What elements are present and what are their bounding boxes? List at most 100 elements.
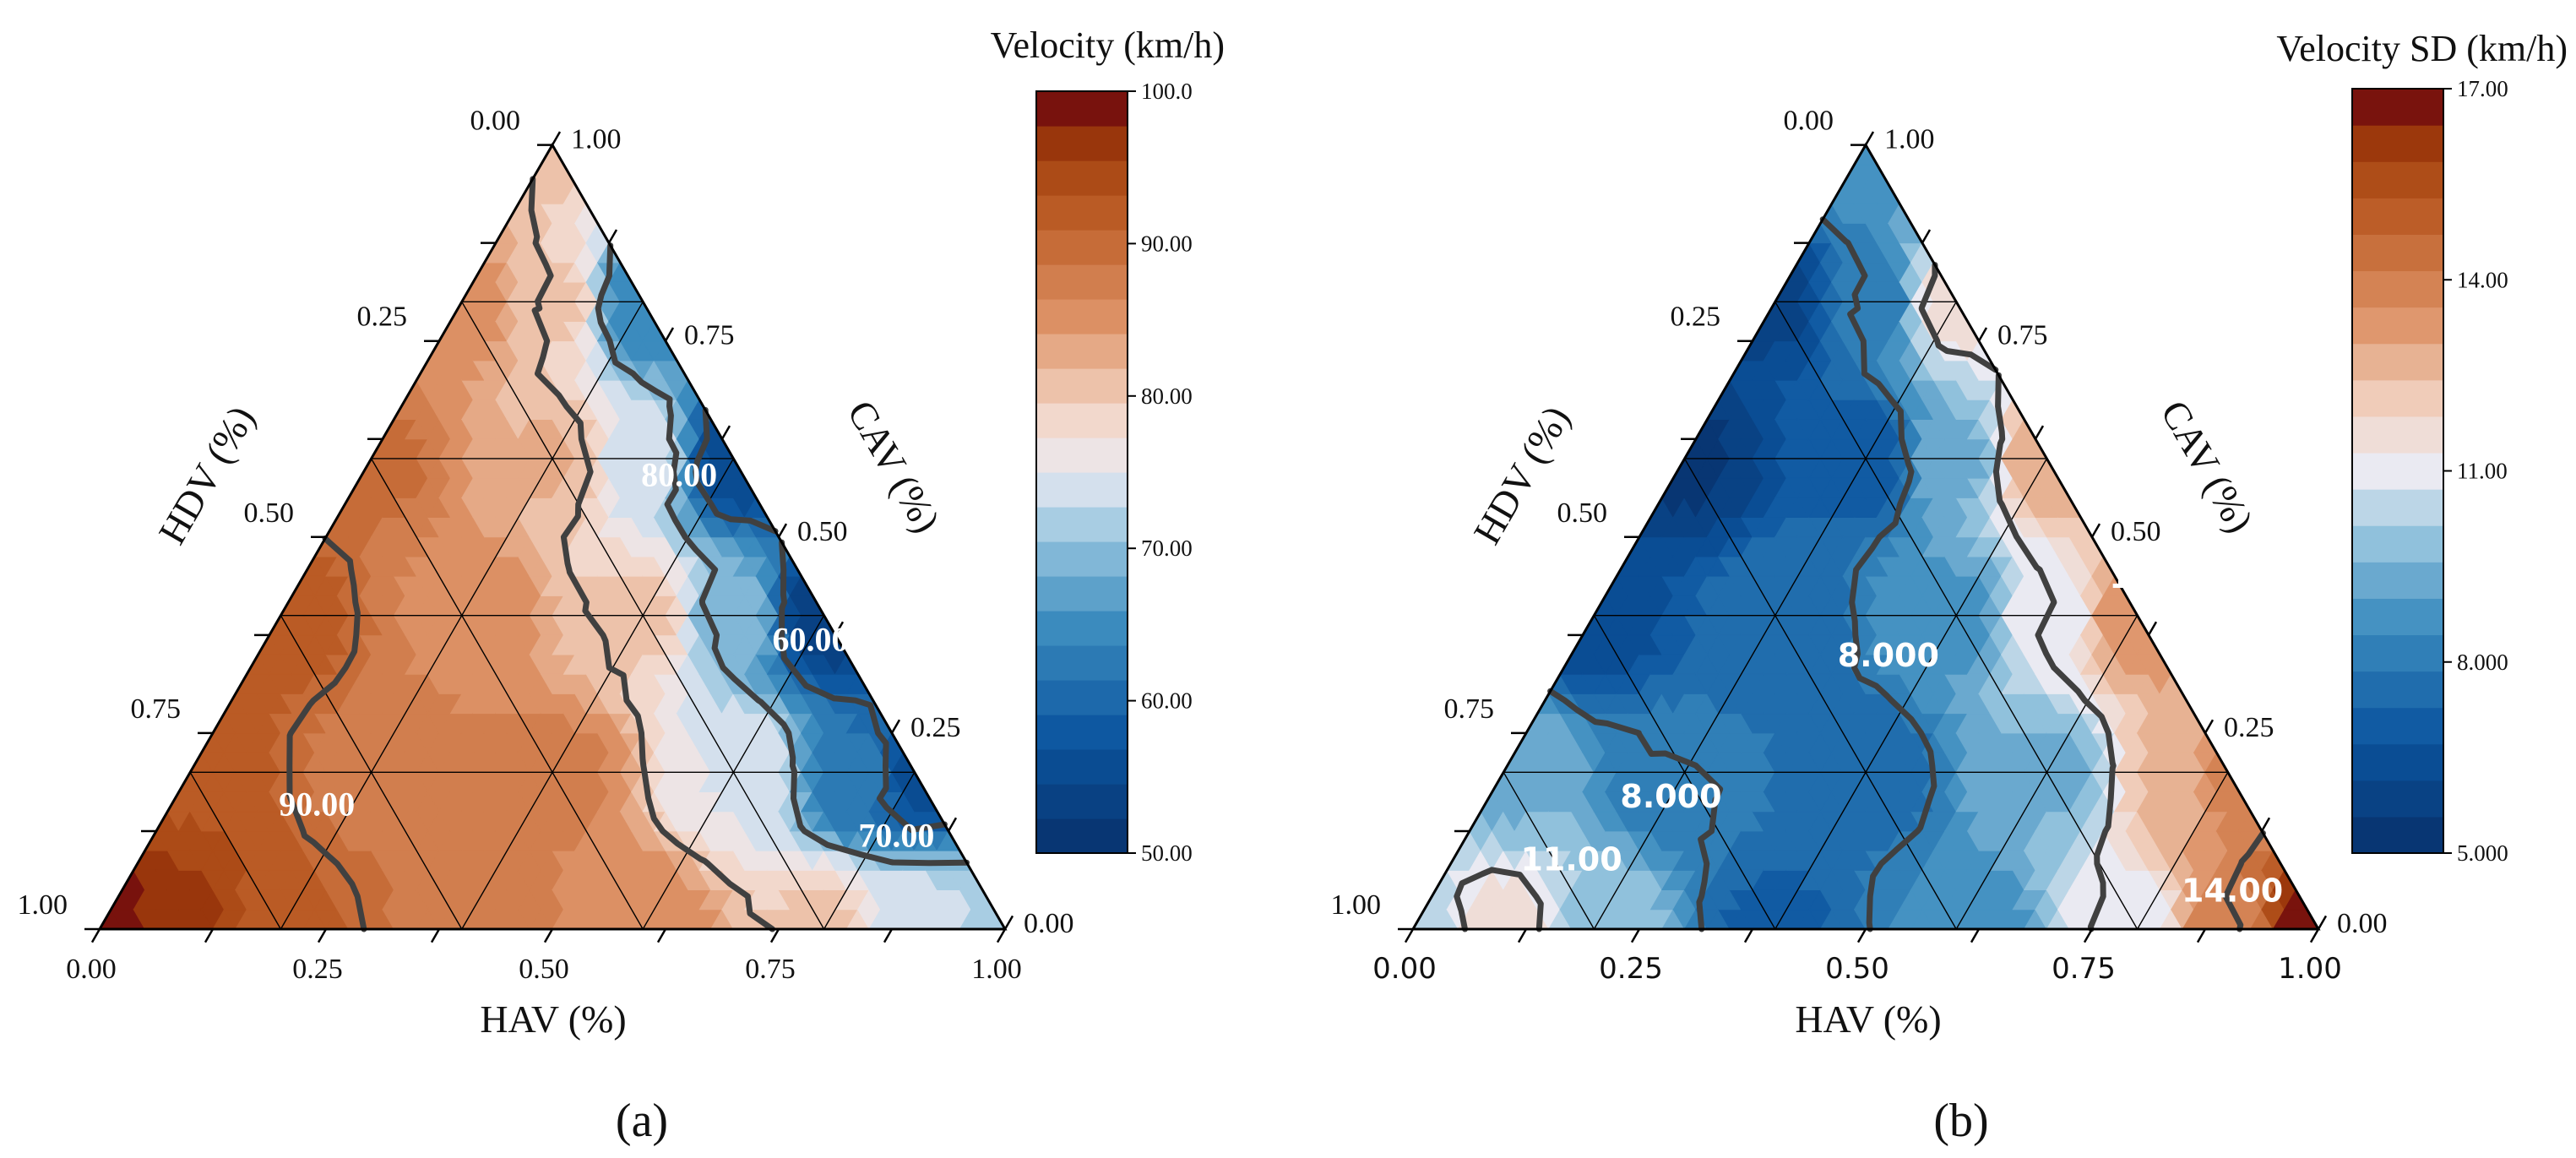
cav-tick [1864, 131, 1875, 146]
contour-line-14 [2222, 829, 2266, 932]
cav-tick-label: 0.50 [2111, 516, 2161, 547]
hav-axis-label-b: HAV (%) [1795, 998, 1941, 1041]
hav-tick-label: 0.00 [66, 954, 117, 985]
hav-tick [1404, 928, 1415, 943]
cav-tick [947, 817, 958, 832]
cav-tick [1003, 915, 1014, 930]
colorbar-segment [1036, 507, 1128, 542]
colorbar-segment [2352, 234, 2443, 272]
hav-tick [1856, 928, 1867, 943]
colorbar-segment [1036, 541, 1128, 577]
hav-tick [90, 928, 101, 943]
colorbar-segment [2352, 307, 2443, 345]
contour-line-11 [1454, 262, 2117, 932]
cav-tick [890, 719, 901, 734]
colorbar-segment [2352, 379, 2443, 417]
hav-tick-label: 0.25 [292, 954, 343, 985]
colorbar-tick-label: 90.00 [1141, 231, 1193, 256]
colorbar-segment [1036, 264, 1128, 300]
hav-tick [2309, 928, 2320, 943]
hav-tick [317, 928, 328, 943]
cav-tick-label: 0.25 [2224, 712, 2274, 743]
hav-tick [430, 928, 441, 943]
cav-tick [720, 425, 731, 440]
hdv-tick-label: 0.50 [244, 497, 295, 529]
colorbar-segment [1036, 680, 1128, 715]
contour-line-80 [528, 176, 775, 932]
colorbar-tick-label: 14.00 [2457, 267, 2508, 292]
cav-tick-label: 0.00 [2337, 908, 2388, 939]
hdv-tick-label: 0.00 [1784, 106, 1834, 137]
panel-caption-a: (a) [616, 1095, 668, 1147]
colorbar-segment [1036, 160, 1128, 196]
colorbar-segment [2352, 416, 2443, 454]
colorbar-tick-label: 8.000 [2457, 650, 2508, 675]
hav-tick-label: 0.50 [1825, 952, 1889, 986]
hav-tick [543, 928, 554, 943]
colorbar-segment [1036, 611, 1128, 646]
colorbar-segment [1036, 438, 1128, 473]
contour-label: 8.000 [1838, 637, 1939, 674]
contour-label: 11.00 [2109, 558, 2210, 595]
cav-tick [2090, 523, 2101, 538]
colorbar-tick-label: 70.00 [1141, 536, 1193, 561]
contour-line-70 [595, 242, 970, 867]
hdv-tick-label: 0.75 [131, 693, 182, 725]
colorbar-segment [1036, 715, 1128, 750]
hav-tick [204, 928, 215, 943]
contour-label: 60.00 [773, 620, 849, 658]
colorbar-segment [1036, 334, 1128, 369]
hav-tick [769, 928, 780, 943]
contour-lines-a [286, 176, 970, 932]
colorbar-segment [2352, 270, 2443, 308]
hav-tick-label: 0.75 [2052, 952, 2116, 986]
hav-tick [1517, 928, 1528, 943]
contour-lines-b [1454, 216, 2266, 932]
cav-tick [664, 327, 675, 342]
colorbar-segment [1036, 749, 1128, 785]
grid-line [2136, 771, 2229, 930]
contour-line-8 [1547, 216, 1937, 932]
cav-tick-label: 0.75 [1997, 320, 2048, 351]
colorbar-segment [1036, 403, 1128, 438]
colorbar-title-b: Velocity SD (km/h) [2276, 28, 2568, 69]
cav-tick [607, 229, 618, 244]
colorbar-title-a: Velocity (km/h) [991, 24, 1225, 66]
grid-line [370, 458, 644, 930]
contour-label: 11.00 [1520, 840, 1622, 878]
cav-tick [1921, 229, 1932, 244]
hav-tick-label: 0.50 [519, 954, 569, 985]
colorbar-segment [2352, 161, 2443, 198]
hav-tick-label: 1.00 [2278, 952, 2342, 986]
colorbar-segment [2352, 125, 2443, 162]
ternary-field-a [99, 144, 1006, 930]
hdv-tick-label: 0.25 [357, 302, 408, 333]
colorbar-segment [1036, 818, 1128, 854]
grid-line [1683, 458, 1957, 930]
grid-line [189, 771, 282, 930]
ternary-ticks-b: 0.00 0.00 0.00 0.25 0.25 0.25 0.50 0.50 0.50 0.75… [1331, 106, 2388, 986]
ternary-ticks-a: 0.00 0.00 0.00 0.25 0.25 0.25 0.50 0.50 0.50 0.75… [18, 106, 1074, 985]
hav-tick [883, 928, 894, 943]
contour-label: 90.00 [279, 785, 355, 823]
colorbar-tick-label: 50.00 [1141, 840, 1193, 866]
hdv-tick-label: 1.00 [18, 889, 68, 921]
colorbar-segment [1036, 195, 1128, 231]
colorbar-segment [2352, 634, 2443, 672]
colorbar-segment [2352, 489, 2443, 526]
colorbar-tick-label: 80.00 [1141, 383, 1193, 409]
colorbar-segment [2352, 671, 2443, 709]
grid-line [461, 301, 825, 930]
cav-tick [551, 131, 562, 146]
cav-tick [2260, 817, 2271, 832]
cav-tick-label: 0.75 [684, 320, 735, 351]
grid-line [1593, 615, 1776, 930]
cav-tick [1977, 327, 1988, 342]
cav-tick-label: 0.25 [910, 712, 961, 743]
colorbar-tick-label: 5.000 [2457, 840, 2508, 866]
cav-tick-label: 0.50 [797, 516, 848, 547]
grid-line [1774, 301, 2139, 930]
colorbar-b: 5.000 8.000 11.00 14.00 17.00 [2351, 76, 2508, 866]
cav-tick [2147, 621, 2158, 636]
colorbar-tick-label: 17.00 [2457, 76, 2508, 101]
